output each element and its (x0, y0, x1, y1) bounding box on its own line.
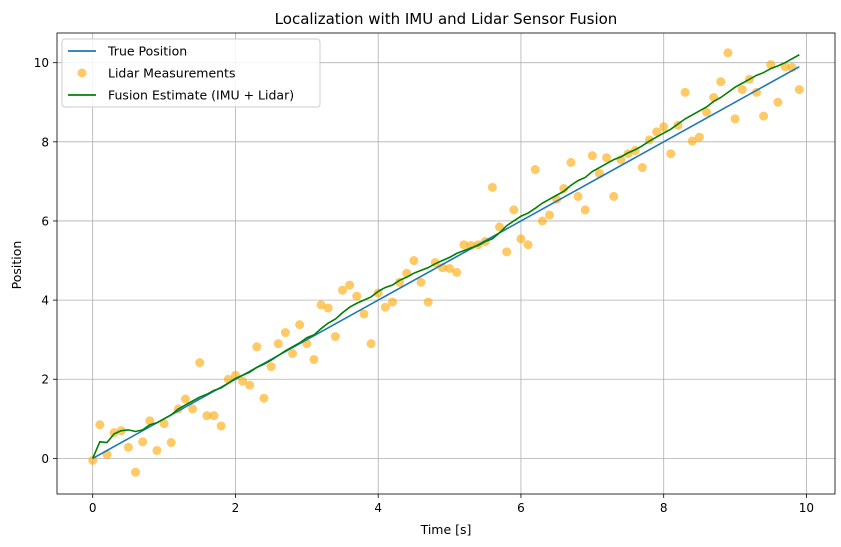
lidar-measurement-point (573, 191, 583, 201)
x-tick-label: 10 (799, 501, 814, 515)
lidar-measurement-point (359, 309, 369, 319)
lidar-measurement-point (723, 48, 733, 58)
lidar-measurement-point (123, 442, 133, 452)
lidar-measurement-point (131, 467, 141, 477)
lidar-measurement-point (323, 303, 333, 313)
x-axis-label: Time [s] (420, 522, 472, 537)
lidar-measurement-point (216, 421, 226, 431)
lidar-measurement-point (702, 107, 712, 117)
lidar-measurement-point (416, 277, 426, 287)
lidar-measurement-point (145, 416, 155, 426)
lidar-measurement-point (566, 157, 576, 167)
lidar-measurement-point (409, 256, 419, 266)
lidar-measurement-point (352, 291, 362, 301)
lidar-measurement-point (516, 234, 526, 244)
lidar-measurement-point (295, 320, 305, 330)
lidar-measurement-point (202, 411, 212, 421)
lidar-measurement-point (659, 122, 669, 132)
lidar-measurement-point (687, 136, 697, 146)
lidar-measurement-point (288, 349, 298, 359)
y-tick-label: 6 (41, 214, 49, 228)
lidar-measurement-point (487, 182, 497, 192)
lidar-measurement-point (694, 132, 704, 142)
lidar-measurement-point (502, 247, 512, 257)
lidar-measurement-point (109, 428, 119, 438)
lidar-measurement-point (544, 210, 554, 220)
y-tick-label: 4 (41, 294, 49, 308)
lidar-measurement-point (95, 420, 105, 430)
lidar-measurement-point (195, 358, 205, 368)
lidar-measurement-point (266, 362, 276, 372)
fusion-estimate-imu-lidar-line (91, 54, 800, 459)
lidar-measurement-point (345, 280, 355, 290)
lidar-measurement-point (238, 376, 248, 386)
lidar-measurement-point (666, 149, 676, 159)
lidar-measurement-point (716, 77, 726, 87)
lidar-measurement-point (387, 297, 397, 307)
x-tick-label: 6 (517, 501, 525, 515)
lidar-measurement-point (587, 151, 597, 161)
y-axis-label: Position (9, 241, 24, 290)
legend-entry-label: Lidar Measurements (108, 66, 235, 81)
lidar-measurement-point (523, 240, 533, 250)
legend-entry-label: True Position (107, 44, 187, 59)
lidar-measurement-point (751, 87, 761, 97)
lidar-measurement-point (259, 393, 269, 403)
lidar-measurement-point (609, 191, 619, 201)
lidar-measurement-point (366, 339, 376, 349)
lidar-measurement-point (737, 85, 747, 95)
lidar-measurement-point (380, 302, 390, 312)
y-tick-label: 0 (41, 452, 49, 466)
lidar-measurement-point (637, 163, 647, 173)
lidar-measurement-point (652, 127, 662, 137)
lidar-measurement-point (338, 285, 348, 295)
lidar-measurement-point (509, 205, 519, 215)
lidar-measurement-point (794, 85, 804, 95)
lidar-measurement-point (495, 222, 505, 232)
lidar-measurement-point (730, 114, 740, 124)
lidar-measurement-point (273, 339, 283, 349)
lidar-measurement-point (245, 380, 255, 390)
y-tick-label: 8 (41, 135, 49, 149)
legend-marker-scatter (77, 68, 87, 78)
lidar-measurement-point (330, 332, 340, 342)
legend-box (61, 38, 321, 108)
lidar-measurement-point (188, 404, 198, 414)
lidar-measurement-point (423, 297, 433, 307)
y-tick-label: 10 (34, 56, 49, 70)
legend-entry-label: Fusion Estimate (IMU + Lidar) (108, 88, 294, 103)
lidar-measurement-point (180, 394, 190, 404)
chart-title: Localization with IMU and Lidar Sensor F… (275, 10, 618, 28)
lidar-measurement-point (680, 87, 690, 97)
y-tick-label: 2 (41, 373, 49, 387)
lidar-measurement-point (252, 342, 262, 352)
lidar-measurement-point (309, 354, 319, 364)
lidar-measurement-point (602, 153, 612, 163)
x-tick-label: 2 (232, 501, 240, 515)
lidar-measurement-point (559, 184, 569, 194)
lidar-measurement-point (445, 263, 455, 273)
lidar-measurement-point (209, 411, 219, 421)
lidar-measurement-point (459, 240, 469, 250)
lidar-measurement-point (88, 455, 98, 465)
plot-frame (56, 32, 836, 495)
lidar-measurement-point (166, 438, 176, 448)
lidar-measurement-point (580, 205, 590, 215)
lidar-measurement-point (530, 165, 540, 175)
lidar-measurement-point (316, 300, 326, 310)
lidar-measurement-point (152, 445, 162, 455)
x-tick-label: 4 (374, 501, 382, 515)
lidar-measurement-point (759, 111, 769, 121)
lidar-measurement-point (280, 328, 290, 338)
true-position-line (92, 65, 800, 460)
lidar-measurement-point (138, 437, 148, 447)
lidar-measurement-point (537, 216, 547, 226)
x-tick-label: 8 (660, 501, 668, 515)
legend: True Position Lidar Measurements Fusion Es… (61, 38, 321, 108)
lidar-measurement-point (773, 97, 783, 107)
lidar-measurement-point (159, 419, 169, 429)
x-tick-label: 0 (89, 501, 97, 515)
lidar-measurement-point (452, 267, 462, 277)
